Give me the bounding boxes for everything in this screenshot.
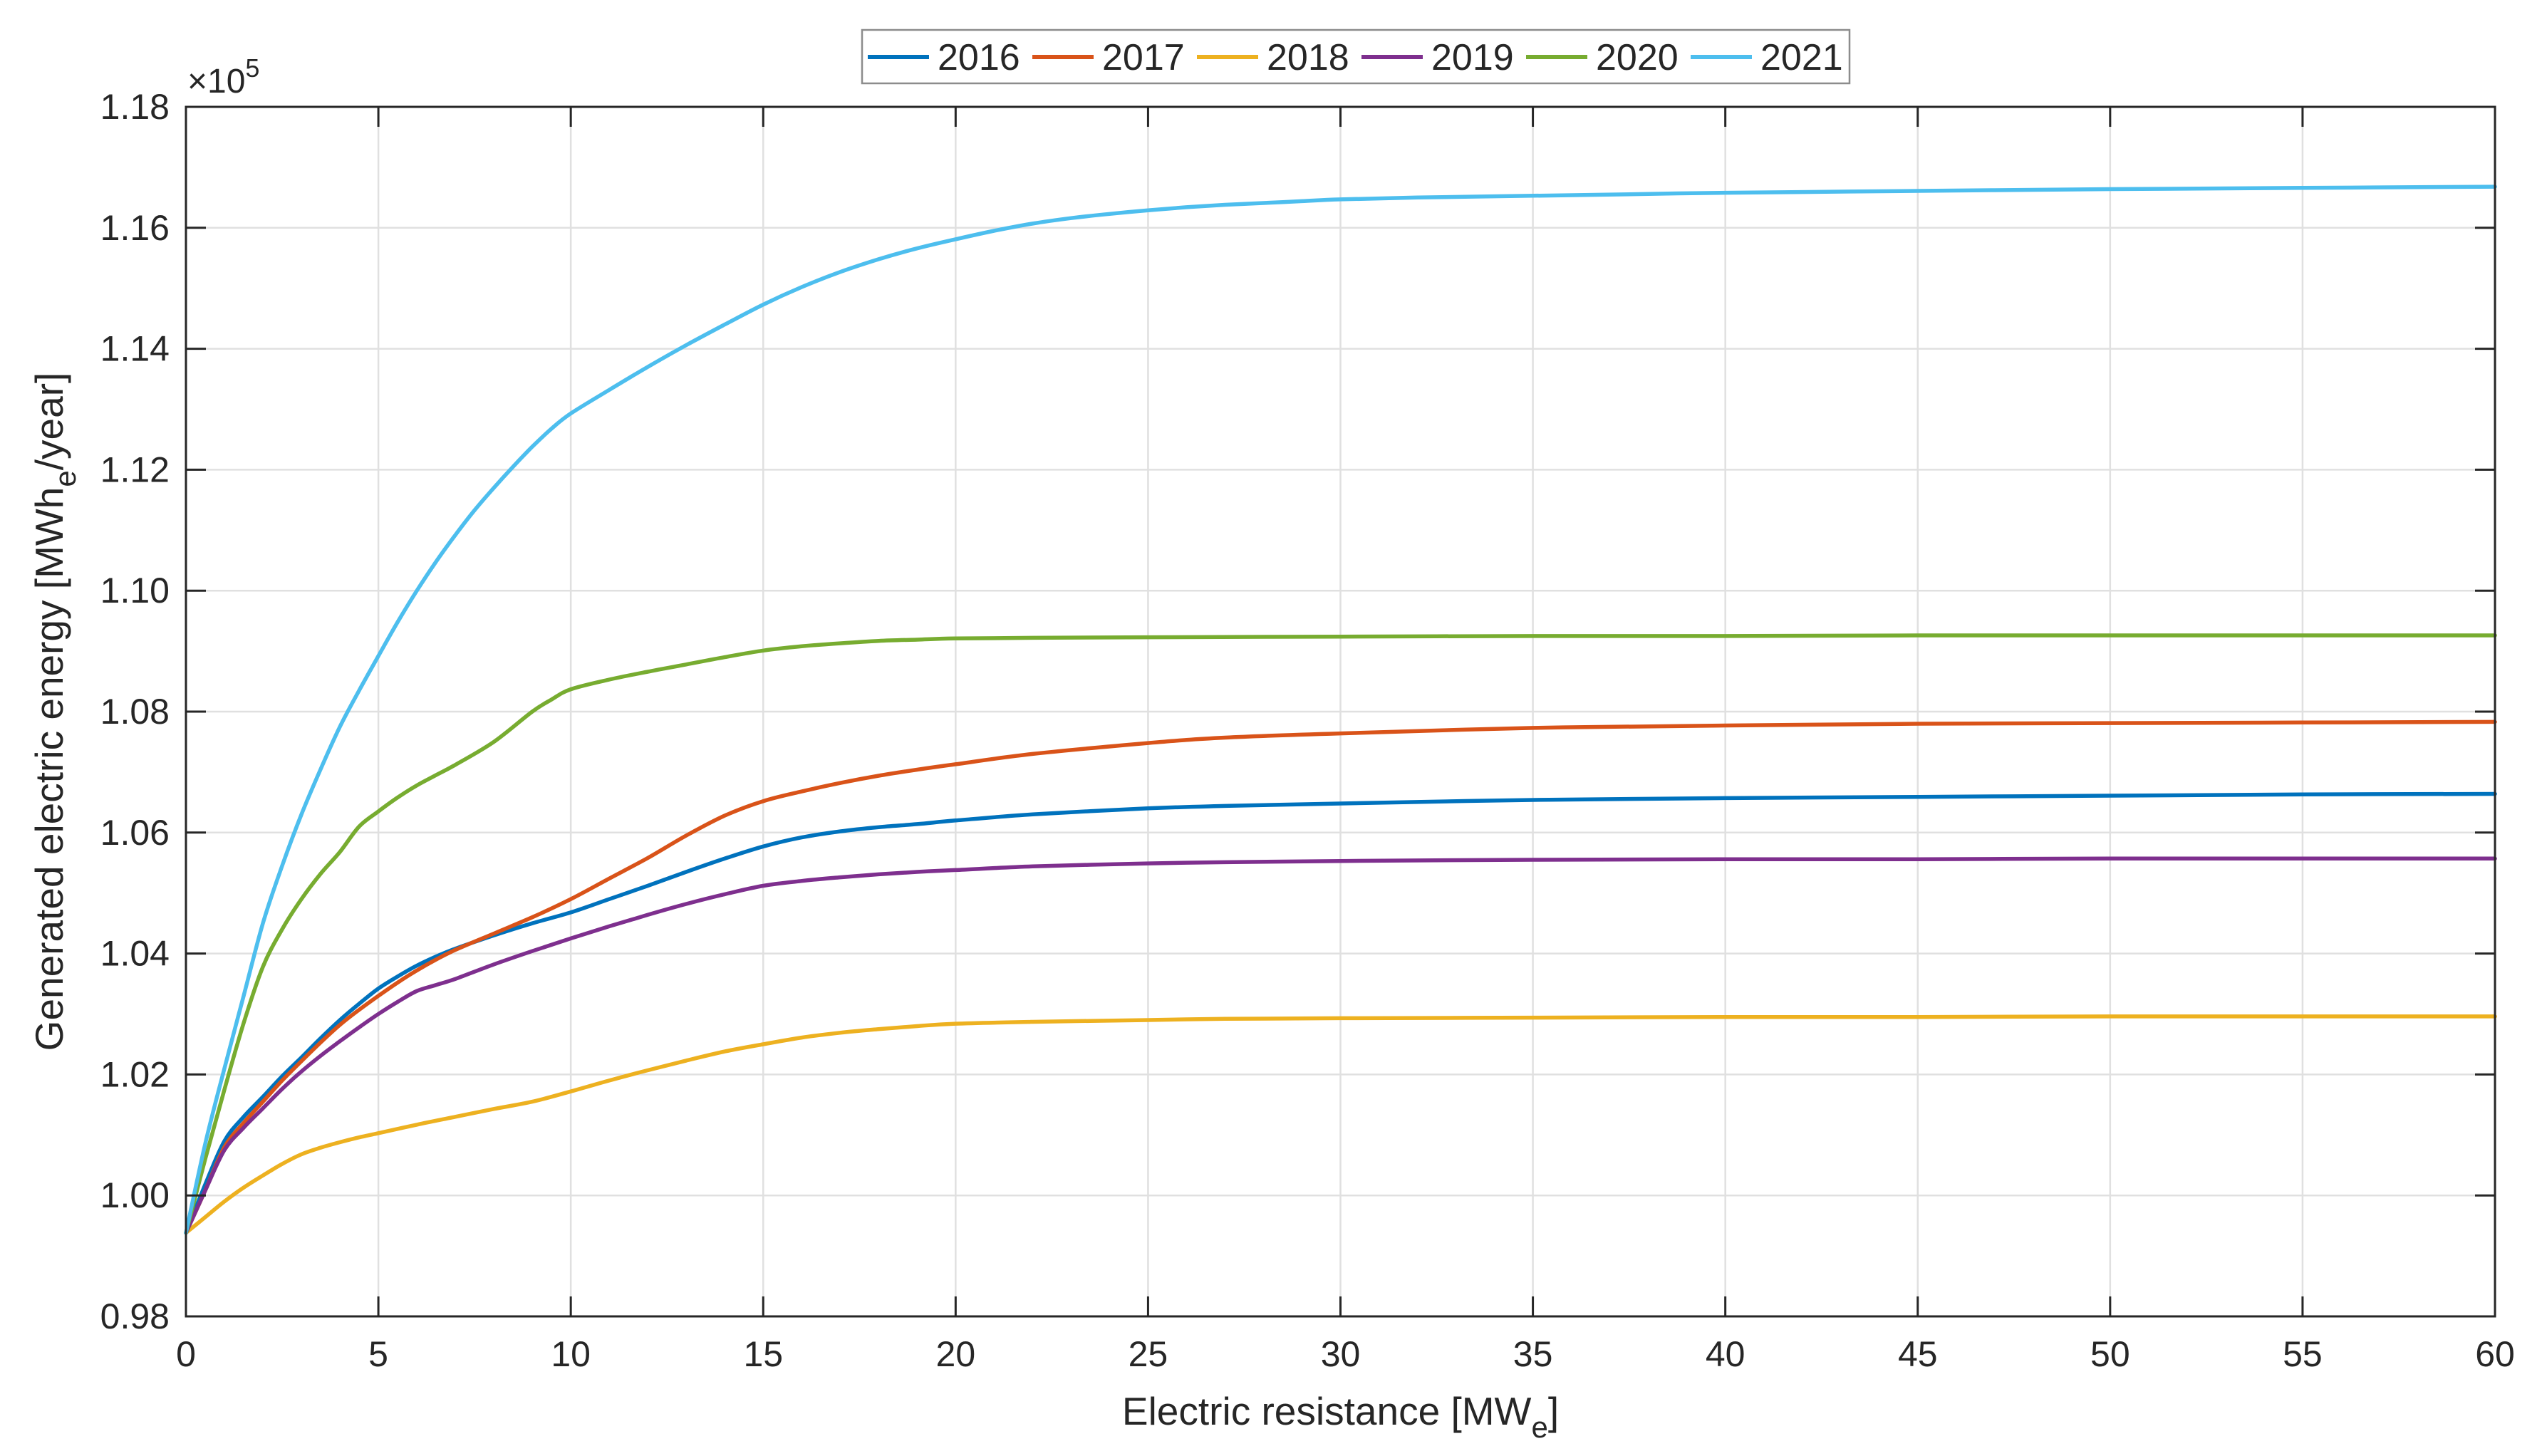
legend-box bbox=[861, 28, 1851, 85]
x-tick-label: 15 bbox=[743, 1334, 783, 1374]
legend-label: 2020 bbox=[1596, 37, 1679, 78]
y-tick-label: 1.14 bbox=[100, 329, 170, 369]
series-line-2021 bbox=[184, 184, 2497, 1235]
x-tick-label: 45 bbox=[1898, 1334, 1938, 1374]
y-tick-labels: 0.98 1.00 1.02 1.04 1.06 1.08 1.10 1.12 1.14 1.16… bbox=[100, 87, 170, 1336]
x-tick-label: 40 bbox=[1706, 1334, 1745, 1374]
y-tick-label: 1.18 bbox=[100, 87, 170, 127]
x-tick-label: 30 bbox=[1321, 1334, 1361, 1374]
y-axis-label: Generated electric energy [MWhe/year] bbox=[27, 373, 82, 1051]
legend-label: 2018 bbox=[1267, 37, 1349, 78]
tick-marks bbox=[185, 105, 2496, 1318]
x-tick-label: 60 bbox=[2475, 1334, 2515, 1374]
x-axis-label: Electric resistance [MWe] bbox=[1122, 1389, 1559, 1444]
series-lines bbox=[184, 184, 2497, 1235]
y-tick-label: 1.04 bbox=[100, 934, 170, 974]
y-tick-label: 1.06 bbox=[100, 813, 170, 853]
legend-item-2020: 2020 bbox=[1526, 37, 1679, 78]
series-line-2019 bbox=[184, 856, 2497, 1235]
legend-item-2021: 2021 bbox=[1691, 37, 1843, 78]
x-tick-label: 20 bbox=[936, 1334, 976, 1374]
y-tick-label: 1.10 bbox=[100, 571, 170, 610]
series-line-2017 bbox=[184, 719, 2497, 1235]
legend-item-2018: 2018 bbox=[1197, 37, 1349, 78]
legend-label: 2019 bbox=[1431, 37, 1514, 78]
x-tick-label: 10 bbox=[551, 1334, 591, 1374]
y-tick-label: 1.16 bbox=[100, 208, 170, 248]
y-tick-label: 0.98 bbox=[100, 1296, 170, 1336]
y-axis-offset-label: ×105 bbox=[187, 53, 259, 100]
x-tick-label: 5 bbox=[368, 1334, 388, 1374]
x-tick-label: 50 bbox=[2090, 1334, 2130, 1374]
y-tick-label: 1.00 bbox=[100, 1175, 170, 1215]
x-tick-label: 55 bbox=[2283, 1334, 2323, 1374]
legend-item-2019: 2019 bbox=[1361, 37, 1514, 78]
legend-label: 2016 bbox=[938, 37, 1020, 78]
series-line-2016 bbox=[184, 791, 2497, 1235]
x-tick-label: 0 bbox=[176, 1334, 196, 1374]
legend-label: 2017 bbox=[1102, 37, 1185, 78]
series-line-2020 bbox=[184, 633, 2497, 1235]
x-tick-label: 35 bbox=[1513, 1334, 1553, 1374]
legend-label: 2021 bbox=[1760, 37, 1843, 78]
legend: 2016 2017 2018 2019 2020 2021 bbox=[861, 28, 1851, 85]
legend-item-2017: 2017 bbox=[1032, 37, 1185, 78]
series-line-2018 bbox=[184, 1014, 2497, 1235]
y-tick-label: 1.02 bbox=[100, 1054, 170, 1094]
x-tick-labels: 0 5 10 15 20 25 30 35 40 45 50 55 60 bbox=[176, 1334, 2515, 1374]
y-tick-label: 1.12 bbox=[100, 449, 170, 489]
y-tick-label: 1.08 bbox=[100, 692, 170, 732]
x-tick-label: 25 bbox=[1129, 1334, 1168, 1374]
legend-item-2016: 2016 bbox=[868, 37, 1020, 78]
